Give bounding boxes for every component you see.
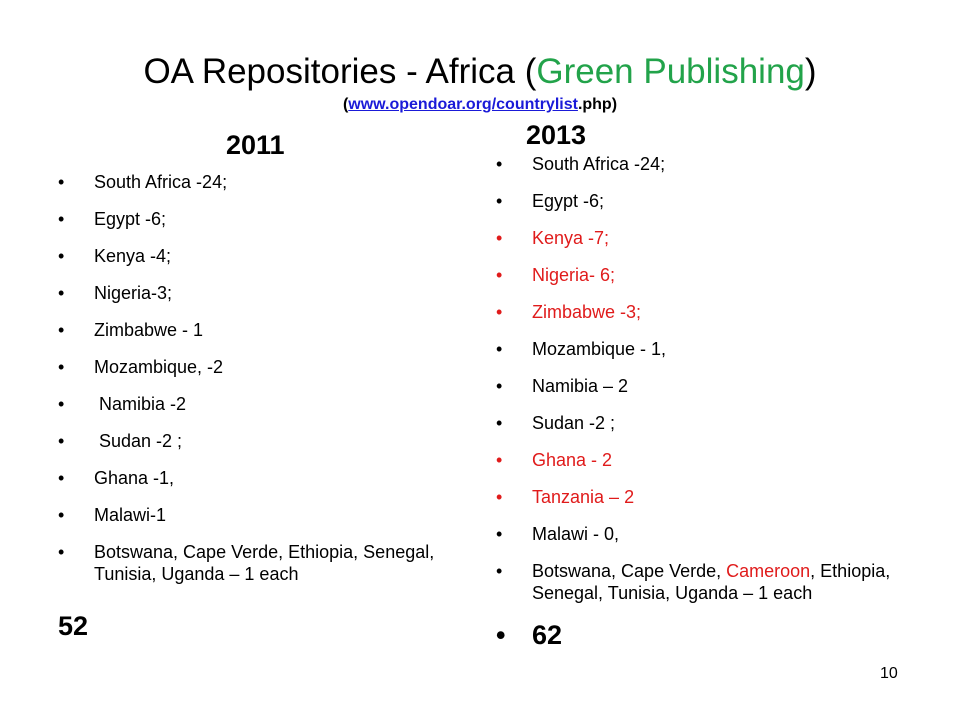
list-2011: South Africa -24; Egypt -6; Kenya -4; Ni… bbox=[58, 171, 458, 600]
source-link[interactable]: www.opendoar.org/countrylist bbox=[348, 96, 578, 113]
source-rest: .php) bbox=[577, 96, 618, 113]
last-item-part-2: , Ethiopia, Senegal, Tunisia, Uganda – 1… bbox=[532, 561, 891, 603]
total-2011: 52 bbox=[58, 611, 89, 641]
list-2013: South Africa -24; Egypt -6; Kenya -7; Ni… bbox=[496, 153, 916, 666]
last-item-cameroon: Cameroon bbox=[726, 561, 811, 581]
list-item: Mozambique, -2 bbox=[58, 356, 458, 378]
list-item: Tanzania – 2 bbox=[496, 486, 916, 508]
list-item: Kenya -4; bbox=[58, 245, 458, 267]
list-item: Sudan -2 ; bbox=[496, 412, 916, 434]
list-item: Zimbabwe - 1 bbox=[58, 319, 458, 341]
list-item: South Africa -24; bbox=[58, 171, 458, 193]
total-2013: 62 bbox=[496, 619, 916, 651]
year-2011-heading: 2011 bbox=[226, 130, 285, 160]
list-item: Egypt -6; bbox=[496, 190, 916, 212]
list-item-last: Botswana, Cape Verde, Cameroon, Ethiopia… bbox=[496, 560, 916, 604]
last-item-part-1: Botswana, Cape Verde, bbox=[532, 561, 727, 581]
title-part-1: OA Repositories - Africa ( bbox=[143, 52, 537, 91]
year-2013-heading: 2013 bbox=[526, 120, 587, 150]
slide-title: OA Repositories - Africa (Green Publishi… bbox=[0, 50, 960, 94]
list-item: South Africa -24; bbox=[496, 153, 916, 175]
list-item: Malawi-1 bbox=[58, 504, 458, 526]
list-item: Namibia – 2 bbox=[496, 375, 916, 397]
list-item: Mozambique - 1, bbox=[496, 338, 916, 360]
list-item: Kenya -7; bbox=[496, 227, 916, 249]
list-item: Ghana -1, bbox=[58, 467, 458, 489]
list-item: Zimbabwe -3; bbox=[496, 301, 916, 323]
list-item: Malawi - 0, bbox=[496, 523, 916, 545]
source-open-paren: ( bbox=[342, 96, 349, 113]
title-part-2: ) bbox=[804, 52, 817, 91]
list-item: Namibia -2 bbox=[58, 393, 458, 415]
list-item: Nigeria-3; bbox=[58, 282, 458, 304]
title-green-publishing: Green Publishing bbox=[536, 52, 805, 91]
list-item: Ghana - 2 bbox=[496, 449, 916, 471]
list-item: Botswana, Cape Verde, Ethiopia, Senegal,… bbox=[58, 541, 458, 585]
list-item: Nigeria- 6; bbox=[496, 264, 916, 286]
list-item: Sudan -2 ; bbox=[58, 430, 458, 452]
list-item: Egypt -6; bbox=[58, 208, 458, 230]
page-number: 10 bbox=[880, 665, 898, 682]
source-line: (www.opendoar.org/countrylist.php) bbox=[0, 96, 960, 114]
